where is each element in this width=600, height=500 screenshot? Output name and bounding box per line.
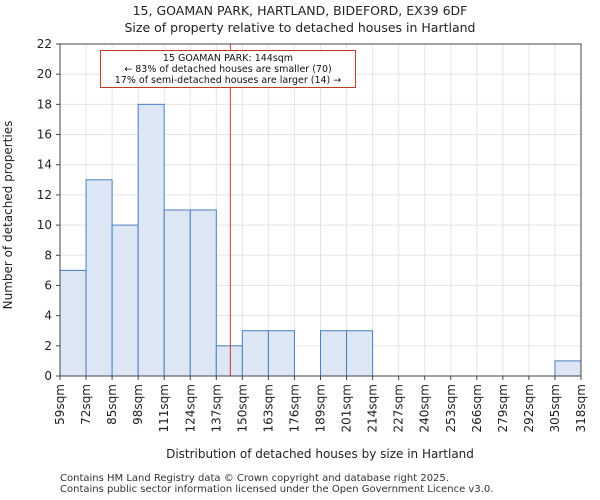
x-tick-label-59sqm: 59sqm	[53, 384, 67, 425]
x-tick-label-111sqm: 111sqm	[157, 384, 171, 432]
y-tick-label-8: 8	[44, 248, 52, 262]
bar-98sqm	[137, 103, 165, 377]
y-tick-label-18: 18	[37, 97, 52, 111]
y-tick-label-6: 6	[44, 278, 52, 292]
x-tick-label-292sqm: 292sqm	[522, 384, 536, 432]
bar-111sqm	[163, 209, 191, 377]
x-axis-label: Distribution of detached houses by size …	[166, 447, 474, 461]
x-tick-label-253sqm: 253sqm	[444, 384, 458, 432]
bar-137sqm	[215, 345, 243, 377]
bar-189sqm	[320, 330, 348, 377]
x-tick-label-318sqm: 318sqm	[574, 384, 588, 432]
x-tick-label-98sqm: 98sqm	[131, 384, 145, 425]
x-tick-label-305sqm: 305sqm	[548, 384, 562, 432]
bar-305sqm	[554, 360, 582, 377]
annotation-line-3: 17% of semi-detached houses are larger (…	[114, 75, 342, 86]
x-tick-label-85sqm: 85sqm	[105, 384, 119, 425]
x-tick-label-163sqm: 163sqm	[261, 384, 275, 432]
chart-title-line2: Size of property relative to detached ho…	[124, 20, 476, 35]
x-tick-label-124sqm: 124sqm	[183, 384, 197, 432]
x-tick-label-214sqm: 214sqm	[366, 384, 380, 432]
x-tick-label-227sqm: 227sqm	[392, 384, 406, 432]
y-tick-label-16: 16	[37, 128, 52, 142]
y-axis-label: Number of detached properties	[1, 121, 15, 310]
x-tick-label-266sqm: 266sqm	[470, 384, 484, 432]
y-tick-label-10: 10	[37, 218, 52, 232]
x-tick-label-150sqm: 150sqm	[235, 384, 249, 432]
y-tick-label-12: 12	[37, 188, 52, 202]
y-tick-label-14: 14	[37, 158, 52, 172]
bar-201sqm	[346, 330, 374, 377]
x-tick-label-279sqm: 279sqm	[496, 384, 510, 432]
bar-150sqm	[241, 330, 269, 377]
annotation-line-2: ← 83% of detached houses are smaller (70…	[124, 64, 332, 75]
y-tick-label-0: 0	[44, 369, 52, 383]
footer-licence: Contains public sector information licen…	[60, 484, 494, 495]
bar-72sqm	[85, 179, 113, 377]
x-tick-label-189sqm: 189sqm	[314, 384, 328, 432]
bar-163sqm	[267, 330, 295, 377]
bar-124sqm	[189, 209, 217, 377]
bar-59sqm	[59, 269, 87, 377]
ticks-layer: 0 2 4 6 8 10 12 14 16 18 20 22 59sqm 72sqm 85sqm 98sqm 1…	[37, 37, 588, 432]
bar-85sqm	[111, 224, 139, 377]
x-tick-label-201sqm: 201sqm	[340, 384, 354, 432]
y-tick-label-22: 22	[37, 37, 52, 51]
x-tick-label-137sqm: 137sqm	[209, 384, 223, 432]
annotation-line-1: 15 GOAMAN PARK: 144sqm	[162, 53, 294, 64]
x-tick-label-72sqm: 72sqm	[79, 384, 93, 425]
y-tick-label-2: 2	[44, 339, 52, 353]
property-annotation-box: 15 GOAMAN PARK: 144sqm ← 83% of detached…	[100, 50, 356, 88]
x-tick-label-240sqm: 240sqm	[418, 384, 432, 432]
y-tick-label-4: 4	[44, 309, 52, 323]
x-tick-label-176sqm: 176sqm	[287, 384, 301, 432]
chart-title-line1: 15, GOAMAN PARK, HARTLAND, BIDEFORD, EX3…	[132, 3, 468, 18]
bars-layer	[59, 103, 582, 377]
y-tick-label-20: 20	[37, 67, 52, 81]
footer-copyright: Contains HM Land Registry data © Crown c…	[60, 473, 449, 484]
